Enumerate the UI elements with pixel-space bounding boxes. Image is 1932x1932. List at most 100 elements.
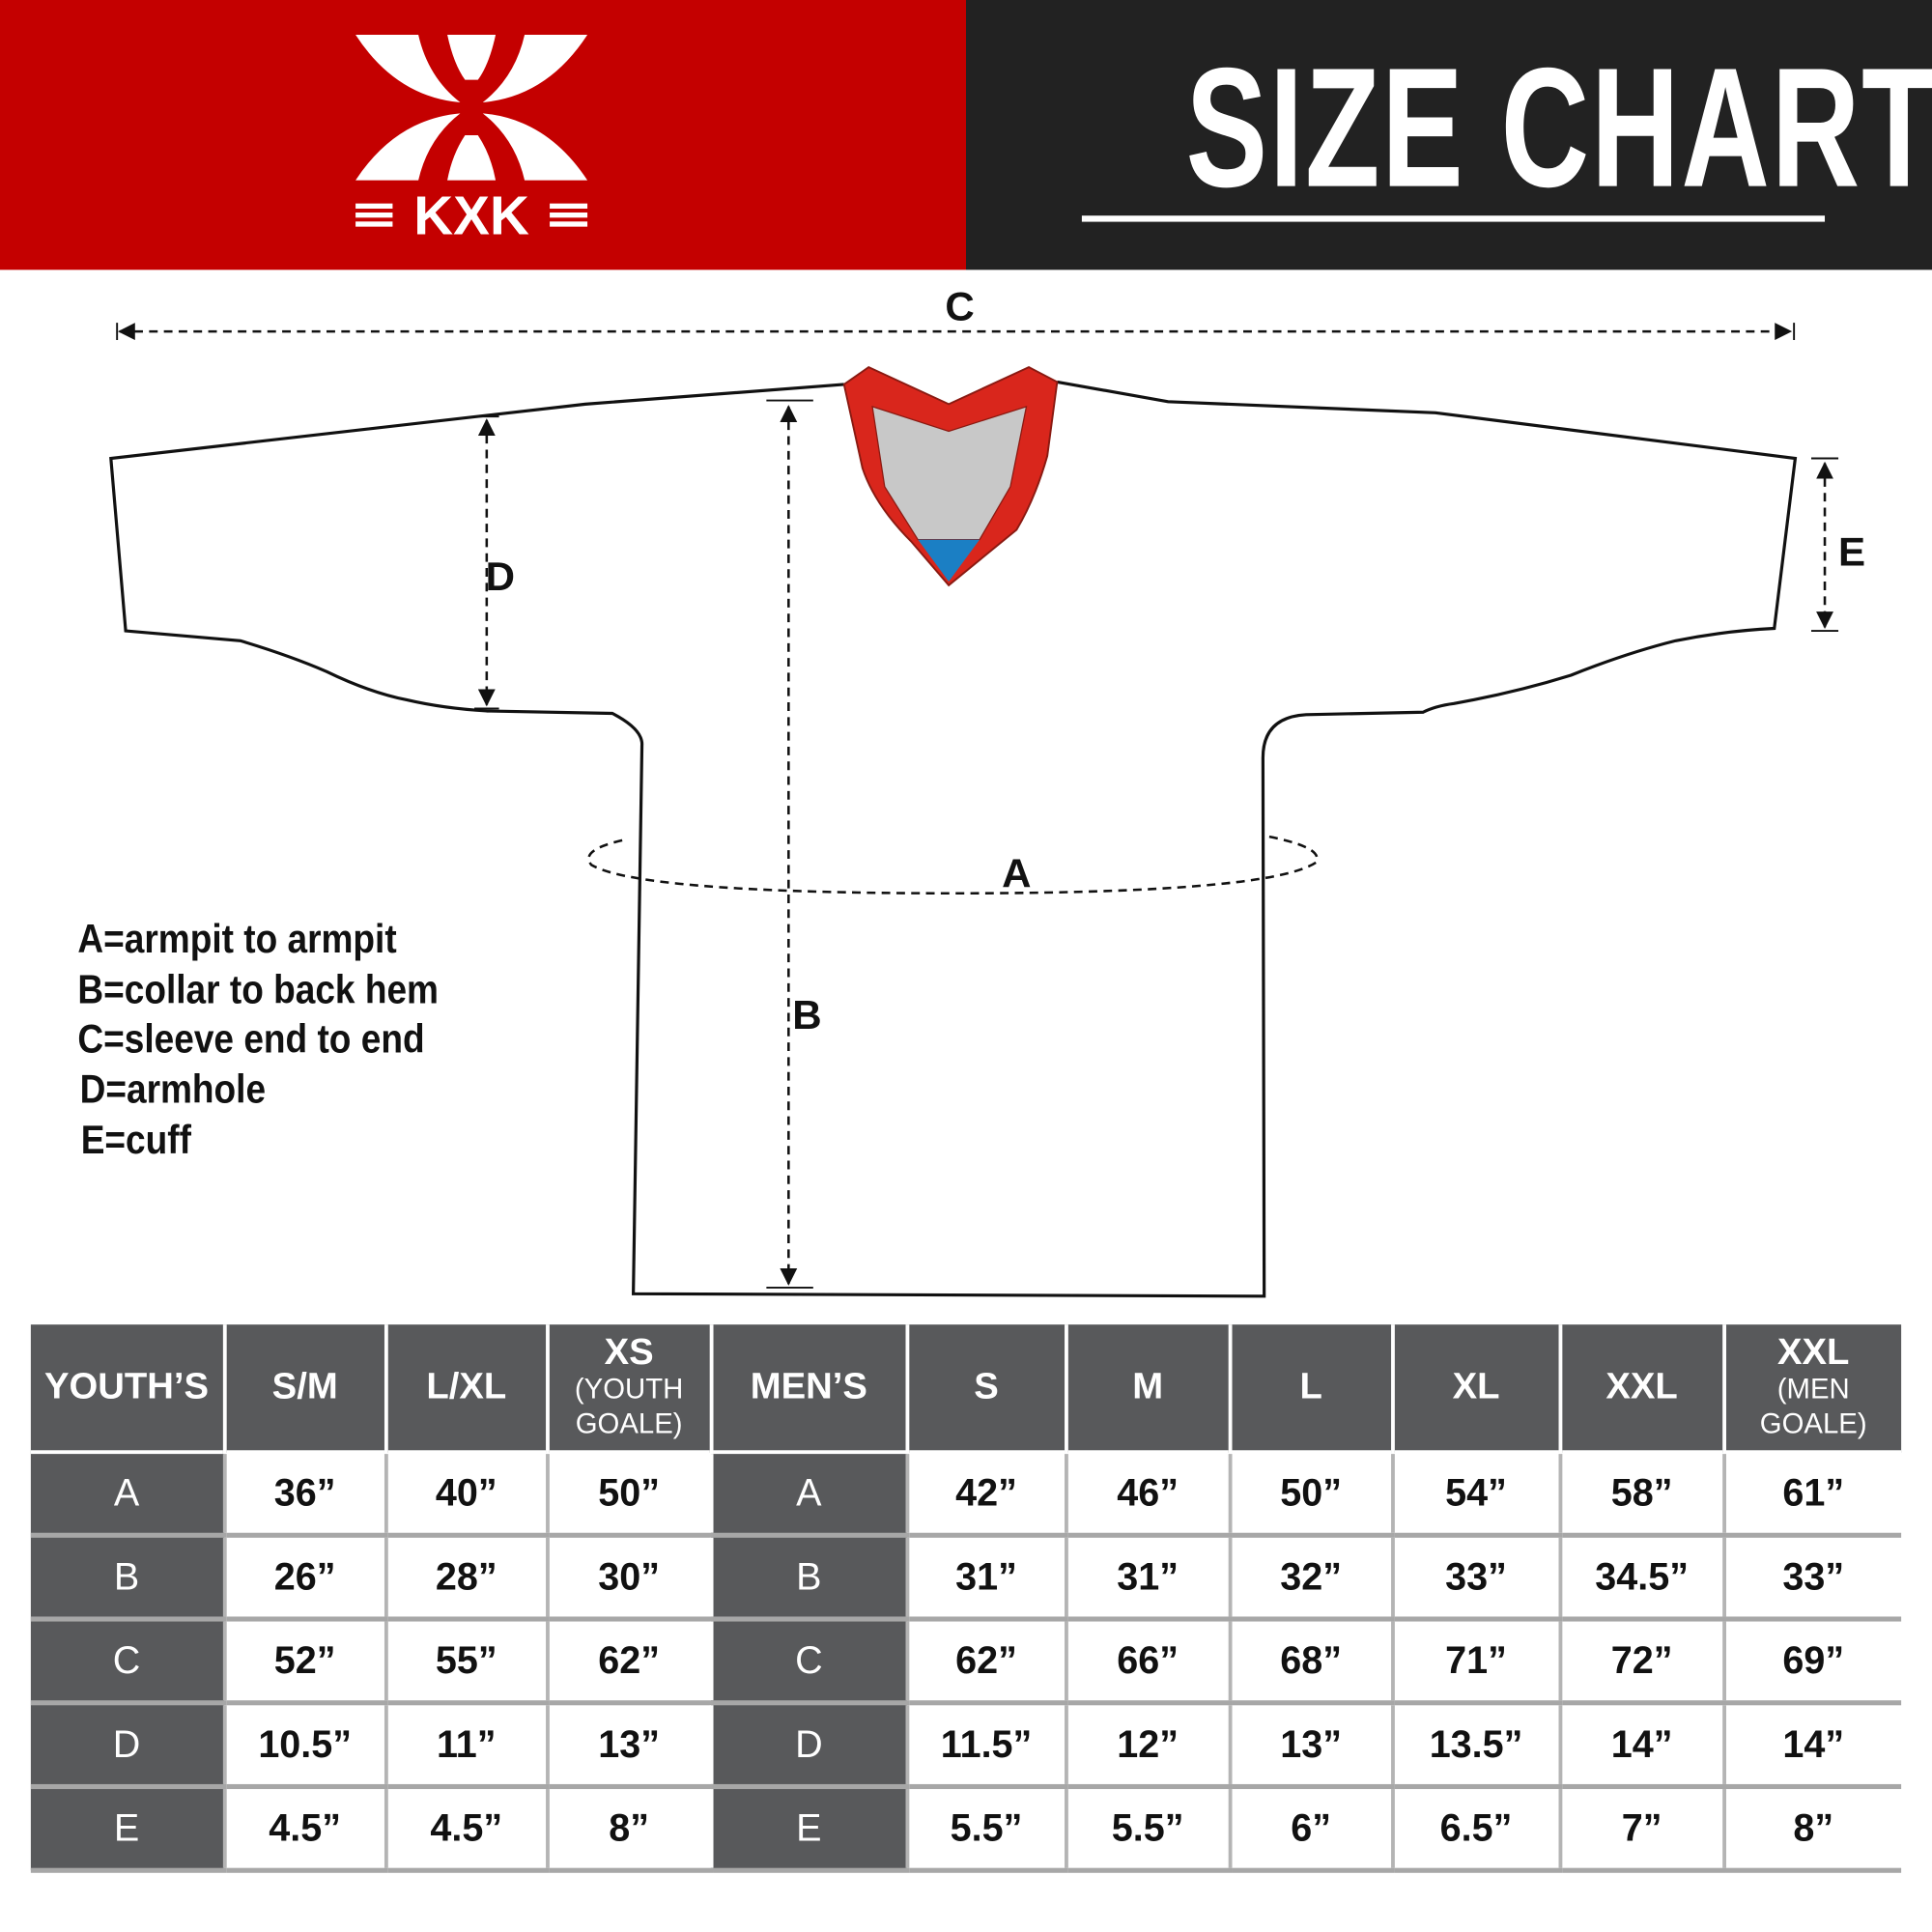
- row-label: D: [709, 1702, 907, 1790]
- table-row: C 52” 55” 62” C 62” 66” 68” 71” 72” 69”: [30, 1619, 1902, 1706]
- size-column-header: S/M: [222, 1324, 386, 1453]
- collar-tag: [918, 539, 980, 582]
- measurement-cell: 61”: [1721, 1450, 1902, 1538]
- measurement-cell: 31”: [904, 1535, 1066, 1622]
- measurement-cell: 5.5”: [904, 1786, 1066, 1873]
- table-row: D 10.5” 11” 13” D 11.5” 12” 13” 13.5” 14” 14”: [30, 1702, 1902, 1790]
- measurement-cell: 50”: [1228, 1450, 1393, 1538]
- size-column-header: XXL (MEN GOALE): [1721, 1324, 1902, 1453]
- measurement-cell: 26”: [222, 1535, 386, 1622]
- measurement-cell: 13.5”: [1390, 1702, 1560, 1790]
- jersey-outline: [109, 380, 1798, 1298]
- row-label: A: [709, 1450, 907, 1538]
- label-e: E: [1838, 528, 1865, 574]
- label-d: D: [486, 554, 515, 599]
- measurement-cell: 11”: [384, 1702, 548, 1790]
- measurement-cell: 6.5”: [1390, 1786, 1560, 1873]
- size-label: S/M: [271, 1366, 338, 1407]
- size-column-header: S: [904, 1324, 1066, 1453]
- legend-item: B=collar to back hem: [77, 965, 439, 1011]
- measurement-cell: 33”: [1721, 1535, 1902, 1622]
- page-title: SIZE CHART: [1185, 33, 1932, 223]
- measurement-cell: 62”: [904, 1619, 1066, 1706]
- measurement-cell: 58”: [1557, 1450, 1724, 1538]
- measurement-cell: 14”: [1721, 1702, 1902, 1790]
- size-column-header: M: [1064, 1324, 1230, 1453]
- measurement-cell: 8”: [545, 1786, 711, 1873]
- measurement-cell: 7”: [1557, 1786, 1724, 1873]
- table-row: A 36” 40” 50” A 42” 46” 50” 54” 58” 61”: [30, 1450, 1902, 1538]
- table-row: E 4.5” 4.5” 8” E 5.5” 5.5” 6” 6.5” 7” 8”: [30, 1786, 1902, 1873]
- jersey-diagram: C D B E A: [109, 284, 1865, 1298]
- size-label: L: [1299, 1366, 1322, 1407]
- size-sublabel: (MEN GOALE): [1759, 1372, 1867, 1439]
- legend-item: D=armhole: [79, 1065, 267, 1112]
- collar-inner: [871, 405, 1028, 541]
- measurement-cell: 31”: [1064, 1535, 1230, 1622]
- table-row: B 26” 28” 30” B 31” 31” 32” 33” 34.5” 33”: [30, 1535, 1902, 1622]
- size-table: YOUTH’S S/M L/XL XS (YOUTH GOALE) MEN’S S M L XL X…: [30, 1324, 1902, 1873]
- legend-item: C=sleeve end to end: [77, 1015, 425, 1062]
- measurement-cell: 13”: [545, 1702, 711, 1790]
- measurement-cell: 40”: [384, 1450, 548, 1538]
- size-sublabel: (YOUTH GOALE): [574, 1372, 684, 1439]
- logo-wordmark: KXK: [413, 186, 529, 247]
- measurement-cell: 32”: [1228, 1535, 1393, 1622]
- size-column-header: XXL: [1557, 1324, 1724, 1453]
- size-label: XS: [604, 1331, 654, 1373]
- measurement-cell: 52”: [222, 1619, 386, 1706]
- measurement-cell: 12”: [1064, 1702, 1230, 1790]
- measurement-cell: 62”: [545, 1619, 711, 1706]
- size-column-header: L/XL: [384, 1324, 548, 1453]
- header-title-panel: [965, 0, 1932, 270]
- measurement-cell: 14”: [1557, 1702, 1724, 1790]
- row-label: D: [30, 1702, 225, 1790]
- measurement-cell: 71”: [1390, 1619, 1560, 1706]
- size-label: XXL: [1605, 1366, 1678, 1407]
- measurement-cell: 72”: [1557, 1619, 1724, 1706]
- group-header: YOUTH’S: [30, 1324, 225, 1453]
- measurement-cell: 68”: [1228, 1619, 1393, 1706]
- measurement-cell: 54”: [1390, 1450, 1560, 1538]
- size-column-header: XS (YOUTH GOALE): [545, 1324, 711, 1453]
- title-underline: [1081, 215, 1826, 222]
- measurement-cell: 34.5”: [1557, 1535, 1724, 1622]
- measurement-cell: 10.5”: [222, 1702, 386, 1790]
- group-header: MEN’S: [709, 1324, 907, 1453]
- measurement-cell: 69”: [1721, 1619, 1902, 1706]
- row-label: C: [709, 1619, 907, 1706]
- size-label: M: [1132, 1366, 1164, 1407]
- row-label: A: [30, 1450, 225, 1538]
- label-c: C: [945, 284, 974, 329]
- measurement-cell: 66”: [1064, 1619, 1230, 1706]
- measurement-cell: 46”: [1064, 1450, 1230, 1538]
- measurement-cell: 55”: [384, 1619, 548, 1706]
- row-label: E: [30, 1786, 225, 1873]
- size-label: S: [974, 1366, 999, 1407]
- measurement-cell: 30”: [545, 1535, 711, 1622]
- measurement-cell: 50”: [545, 1450, 711, 1538]
- measurement-cell: 8”: [1721, 1786, 1902, 1873]
- row-label: E: [709, 1786, 907, 1873]
- measurement-cell: 5.5”: [1064, 1786, 1230, 1873]
- legend-item: A=armpit to armpit: [77, 915, 397, 961]
- measurement-cell: 11.5”: [904, 1702, 1066, 1790]
- kxk-logo: KXK: [355, 34, 588, 247]
- legend-item: E=cuff: [80, 1116, 191, 1162]
- label-b: B: [792, 992, 821, 1037]
- size-label: XL: [1452, 1366, 1500, 1407]
- measurement-cell: 4.5”: [222, 1786, 386, 1873]
- measurement-cell: 6”: [1228, 1786, 1393, 1873]
- measurement-cell: 42”: [904, 1450, 1066, 1538]
- measurement-cell: 33”: [1390, 1535, 1560, 1622]
- size-label: XXL: [1777, 1331, 1850, 1373]
- measurement-cell: 28”: [384, 1535, 548, 1622]
- table-header-row: YOUTH’S S/M L/XL XS (YOUTH GOALE) MEN’S S M L XL X…: [30, 1324, 1902, 1453]
- dimension-a-ellipse: [587, 835, 1319, 895]
- row-label: B: [30, 1535, 225, 1622]
- measurement-cell: 4.5”: [384, 1786, 548, 1873]
- row-label: B: [709, 1535, 907, 1622]
- row-label: C: [30, 1619, 225, 1706]
- size-column-header: XL: [1390, 1324, 1560, 1453]
